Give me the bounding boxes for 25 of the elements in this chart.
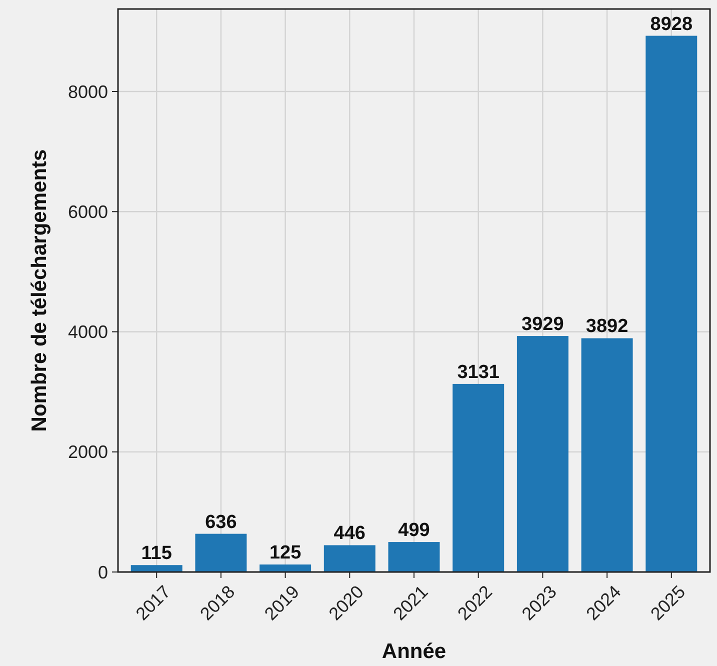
y-tick-label: 6000 bbox=[68, 202, 108, 222]
data-label: 3929 bbox=[522, 314, 564, 336]
bar bbox=[516, 336, 568, 572]
bar bbox=[646, 36, 698, 572]
data-label: 125 bbox=[269, 542, 302, 564]
bar bbox=[388, 542, 440, 572]
bar bbox=[452, 384, 504, 572]
y-axis-title: Nombre de téléchargements bbox=[28, 149, 51, 432]
bar bbox=[260, 564, 312, 572]
bar bbox=[130, 565, 182, 572]
data-label: 3892 bbox=[586, 316, 628, 338]
y-tick-label: 8000 bbox=[68, 82, 108, 102]
data-label: 115 bbox=[141, 543, 172, 564]
y-tick-label: 4000 bbox=[68, 322, 108, 342]
bar bbox=[195, 534, 247, 572]
data-label: 3131 bbox=[457, 362, 500, 383]
data-label: 636 bbox=[205, 512, 237, 533]
data-label: 446 bbox=[334, 523, 366, 544]
y-tick-label: 2000 bbox=[68, 442, 108, 462]
bar bbox=[324, 545, 376, 572]
y-tick-label: 0 bbox=[98, 562, 108, 582]
x-axis-title: Année bbox=[382, 640, 446, 663]
bar bbox=[581, 338, 633, 572]
data-label: 499 bbox=[398, 520, 430, 542]
data-label: 8928 bbox=[650, 14, 693, 35]
